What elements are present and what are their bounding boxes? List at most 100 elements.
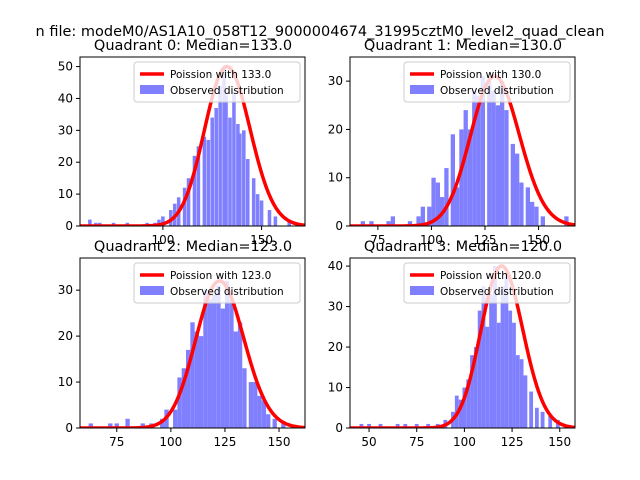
- plot-area: [80, 64, 305, 226]
- histogram-bar: [202, 136, 207, 226]
- x-tick-label: 75: [370, 233, 385, 247]
- histogram-bar: [190, 322, 195, 428]
- histogram-bar: [186, 178, 191, 226]
- histogram-bar: [390, 216, 395, 226]
- legend-label-observed: Observed distribution: [170, 286, 284, 298]
- x-tick-label: 150: [548, 435, 571, 449]
- histogram-bar: [426, 423, 431, 428]
- histogram-bar: [416, 216, 421, 226]
- histogram-bar: [114, 423, 119, 428]
- histogram-bar: [489, 294, 493, 428]
- histogram-bar: [161, 216, 165, 226]
- histogram-bar: [512, 322, 516, 428]
- x-tick-label: 150: [527, 233, 550, 247]
- legend: Poission with 130.0 Observed distribution: [403, 61, 571, 103]
- legend-box: [403, 262, 571, 304]
- legend-label-observed: Observed distribution: [170, 85, 284, 97]
- x-tick-label: 125: [474, 233, 497, 247]
- x-tick-label: 150: [250, 233, 273, 247]
- histogram-bar: [88, 423, 93, 428]
- histogram-bar: [255, 194, 260, 226]
- histogram-bar: [232, 92, 236, 226]
- histogram-bar: [192, 155, 197, 226]
- x-tick-label: 150: [268, 435, 291, 449]
- histogram-bar: [530, 201, 535, 226]
- histogram-bar: [529, 391, 534, 428]
- histogram-bar: [407, 221, 413, 226]
- histogram-bar: [450, 134, 455, 226]
- histogram-bar: [414, 423, 419, 428]
- panel-quadrant-3: Quadrant 3: Median=120.0 50 75 100 125 150 0 1…: [328, 239, 576, 449]
- histogram-bar: [420, 206, 425, 226]
- x-tick-label: 100: [151, 233, 174, 247]
- histogram-bar: [435, 182, 440, 226]
- histogram-bar: [224, 95, 228, 226]
- panel-quadrant-2: Quadrant 2: Median=123.0 75 100 125 150 0 10 2…: [58, 239, 306, 449]
- y-tick-label: 20: [58, 329, 73, 343]
- histogram-bar: [470, 355, 474, 428]
- histogram-bar: [248, 382, 254, 428]
- histogram-bar: [395, 423, 400, 428]
- y-tick-label: 30: [58, 123, 73, 137]
- histogram-bar: [500, 81, 505, 226]
- histogram-bar: [224, 280, 230, 428]
- figure-title: n file: modeM0/AS1A10_058T12_9000004674_…: [36, 24, 605, 40]
- histogram-bar: [493, 266, 497, 428]
- legend-box: [403, 61, 571, 103]
- panel-title: Quadrant 2: Median=123.0: [94, 239, 292, 255]
- histogram-bar: [463, 110, 468, 226]
- poisson-curve: [80, 279, 305, 428]
- y-tick-label: 40: [328, 259, 343, 273]
- histogram-bar: [360, 221, 365, 226]
- y-tick-label: 10: [58, 375, 73, 389]
- histogram-bar: [427, 206, 432, 226]
- histogram-bar: [487, 81, 492, 226]
- y-tick-label: 20: [58, 155, 73, 169]
- histogram-bar: [157, 219, 161, 226]
- histogram-bar: [125, 418, 130, 428]
- histogram-bar: [459, 129, 464, 226]
- histogram-bar: [495, 105, 500, 226]
- y-tick-label: 30: [58, 283, 73, 297]
- y-tick-label: 10: [328, 381, 343, 395]
- histogram-bar: [508, 310, 513, 428]
- histogram-bar: [523, 375, 528, 428]
- legend: Poission with 123.0 Observed distribution: [133, 262, 301, 304]
- histogram-bar: [198, 336, 204, 428]
- histogram-bar: [525, 187, 530, 226]
- histogram-bar: [504, 274, 509, 428]
- histogram-bar: [272, 418, 277, 428]
- histogram-bar: [378, 423, 383, 428]
- histogram-bar: [88, 219, 92, 226]
- x-tick-label: 100: [453, 435, 476, 449]
- histogram-bar: [266, 414, 271, 428]
- histogram-bar: [504, 110, 509, 226]
- histogram-bar: [173, 409, 178, 428]
- axes-frame: [349, 56, 576, 227]
- histogram-bar: [245, 159, 250, 226]
- histogram-bar: [273, 216, 278, 226]
- legend-hist-swatch: [140, 85, 164, 94]
- legend-label-observed: Observed distribution: [440, 286, 554, 298]
- histogram-bar: [108, 423, 113, 428]
- legend-label-poisson: Poission with 130.0: [440, 69, 541, 81]
- histogram-bar: [251, 178, 256, 226]
- y-tick-label: 0: [65, 421, 73, 435]
- histogram-bar: [540, 411, 545, 428]
- y-tick-label: 20: [328, 340, 343, 354]
- histogram-bar: [242, 368, 247, 428]
- histogram-bar: [534, 206, 539, 226]
- y-tick-label: 0: [65, 219, 73, 233]
- histogram-bar: [510, 143, 515, 226]
- histogram-bar: [548, 415, 553, 428]
- histogram-bar: [496, 322, 501, 428]
- histogram-bar: [485, 326, 490, 428]
- axes-frame: [79, 56, 306, 227]
- y-tick-label: 40: [58, 91, 73, 105]
- histogram-bar: [242, 130, 246, 226]
- x-tick-label: 100: [159, 435, 182, 449]
- histogram-bar: [177, 377, 182, 428]
- panel-title: Quadrant 0: Median=133.0: [94, 38, 292, 54]
- histogram-bar: [206, 139, 211, 226]
- legend-label-poisson: Poission with 123.0: [170, 270, 271, 282]
